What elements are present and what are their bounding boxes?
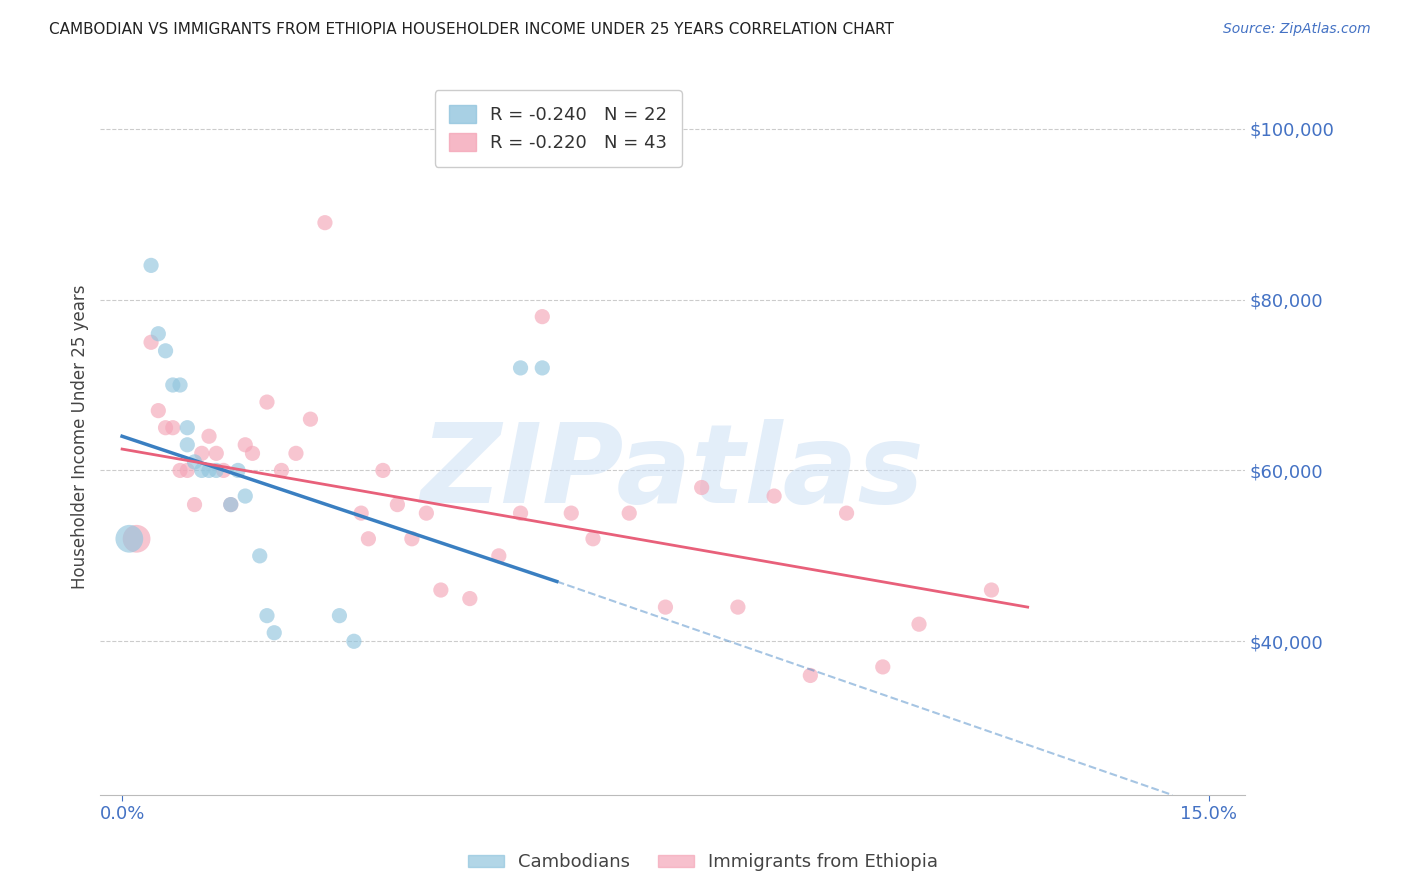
Point — [191, 463, 214, 477]
Text: ZIPatlas: ZIPatlas — [420, 418, 925, 525]
Point — [198, 429, 221, 443]
Point — [226, 463, 249, 477]
Point — [270, 463, 292, 477]
Point — [727, 600, 749, 615]
Point — [169, 463, 191, 477]
Point — [176, 420, 198, 434]
Point — [148, 326, 170, 341]
Point — [560, 506, 582, 520]
Point — [212, 463, 235, 477]
Legend: Cambodians, Immigrants from Ethiopia: Cambodians, Immigrants from Ethiopia — [461, 847, 945, 879]
Point — [139, 335, 162, 350]
Point — [531, 360, 554, 375]
Point — [256, 395, 278, 409]
Text: CAMBODIAN VS IMMIGRANTS FROM ETHIOPIA HOUSEHOLDER INCOME UNDER 25 YEARS CORRELAT: CAMBODIAN VS IMMIGRANTS FROM ETHIOPIA HO… — [49, 22, 894, 37]
Point — [139, 259, 162, 273]
Point — [191, 446, 214, 460]
Point — [387, 498, 409, 512]
Point — [233, 489, 256, 503]
Point — [169, 378, 191, 392]
Point — [980, 582, 1002, 597]
Point — [219, 498, 242, 512]
Point — [299, 412, 322, 426]
Point — [328, 608, 350, 623]
Point — [509, 506, 531, 520]
Point — [263, 625, 285, 640]
Point — [582, 532, 605, 546]
Point — [162, 378, 184, 392]
Point — [205, 446, 228, 460]
Point — [242, 446, 264, 460]
Point — [357, 532, 380, 546]
Point — [458, 591, 481, 606]
Point — [219, 498, 242, 512]
Point — [371, 463, 394, 477]
Point — [430, 582, 453, 597]
Point — [531, 310, 554, 324]
Point — [835, 506, 858, 520]
Point — [249, 549, 271, 563]
Point — [205, 463, 228, 477]
Legend: R = -0.240   N = 22, R = -0.220   N = 43: R = -0.240 N = 22, R = -0.220 N = 43 — [434, 90, 682, 167]
Point — [118, 532, 141, 546]
Point — [654, 600, 676, 615]
Point — [343, 634, 366, 648]
Point — [125, 532, 148, 546]
Point — [155, 420, 177, 434]
Point — [314, 216, 336, 230]
Text: Source: ZipAtlas.com: Source: ZipAtlas.com — [1223, 22, 1371, 37]
Point — [155, 343, 177, 358]
Point — [799, 668, 821, 682]
Point — [183, 498, 205, 512]
Point — [183, 455, 205, 469]
Point — [350, 506, 373, 520]
Point — [872, 660, 894, 674]
Point — [415, 506, 437, 520]
Point — [233, 438, 256, 452]
Y-axis label: Householder Income Under 25 years: Householder Income Under 25 years — [72, 284, 89, 589]
Point — [176, 463, 198, 477]
Point — [908, 617, 931, 632]
Point — [401, 532, 423, 546]
Point — [690, 481, 713, 495]
Point — [176, 438, 198, 452]
Point — [509, 360, 531, 375]
Point — [162, 420, 184, 434]
Point — [148, 403, 170, 417]
Point — [284, 446, 307, 460]
Point — [256, 608, 278, 623]
Point — [619, 506, 641, 520]
Point — [488, 549, 510, 563]
Point — [198, 463, 221, 477]
Point — [763, 489, 786, 503]
